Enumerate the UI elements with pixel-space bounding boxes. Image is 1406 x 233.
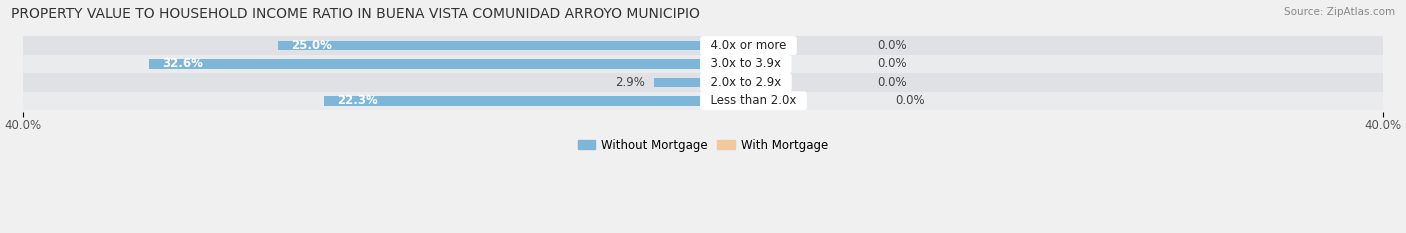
Bar: [703, 59, 745, 69]
Text: Source: ZipAtlas.com: Source: ZipAtlas.com: [1284, 7, 1395, 17]
Bar: [22, 73, 1384, 92]
Bar: [278, 41, 703, 50]
Bar: [22, 92, 1384, 110]
Legend: Without Mortgage, With Mortgage: Without Mortgage, With Mortgage: [575, 136, 831, 154]
Text: 4.0x or more: 4.0x or more: [703, 39, 794, 52]
Text: 0.0%: 0.0%: [894, 94, 925, 107]
Text: 3.0x to 3.9x: 3.0x to 3.9x: [703, 58, 789, 70]
Bar: [22, 36, 1384, 55]
Text: 25.0%: 25.0%: [291, 39, 332, 52]
Bar: [654, 78, 703, 87]
Bar: [703, 96, 745, 106]
Bar: [703, 41, 745, 50]
Text: 0.0%: 0.0%: [877, 76, 907, 89]
Text: 32.6%: 32.6%: [162, 58, 202, 70]
Text: PROPERTY VALUE TO HOUSEHOLD INCOME RATIO IN BUENA VISTA COMUNIDAD ARROYO MUNICIP: PROPERTY VALUE TO HOUSEHOLD INCOME RATIO…: [11, 7, 700, 21]
Text: 2.0x to 2.9x: 2.0x to 2.9x: [703, 76, 789, 89]
Bar: [323, 96, 703, 106]
Text: 2.9%: 2.9%: [616, 76, 645, 89]
Text: 22.3%: 22.3%: [337, 94, 378, 107]
Bar: [149, 59, 703, 69]
Text: 0.0%: 0.0%: [877, 58, 907, 70]
Text: 0.0%: 0.0%: [877, 39, 907, 52]
Text: Less than 2.0x: Less than 2.0x: [703, 94, 804, 107]
Bar: [22, 55, 1384, 73]
Bar: [703, 78, 745, 87]
